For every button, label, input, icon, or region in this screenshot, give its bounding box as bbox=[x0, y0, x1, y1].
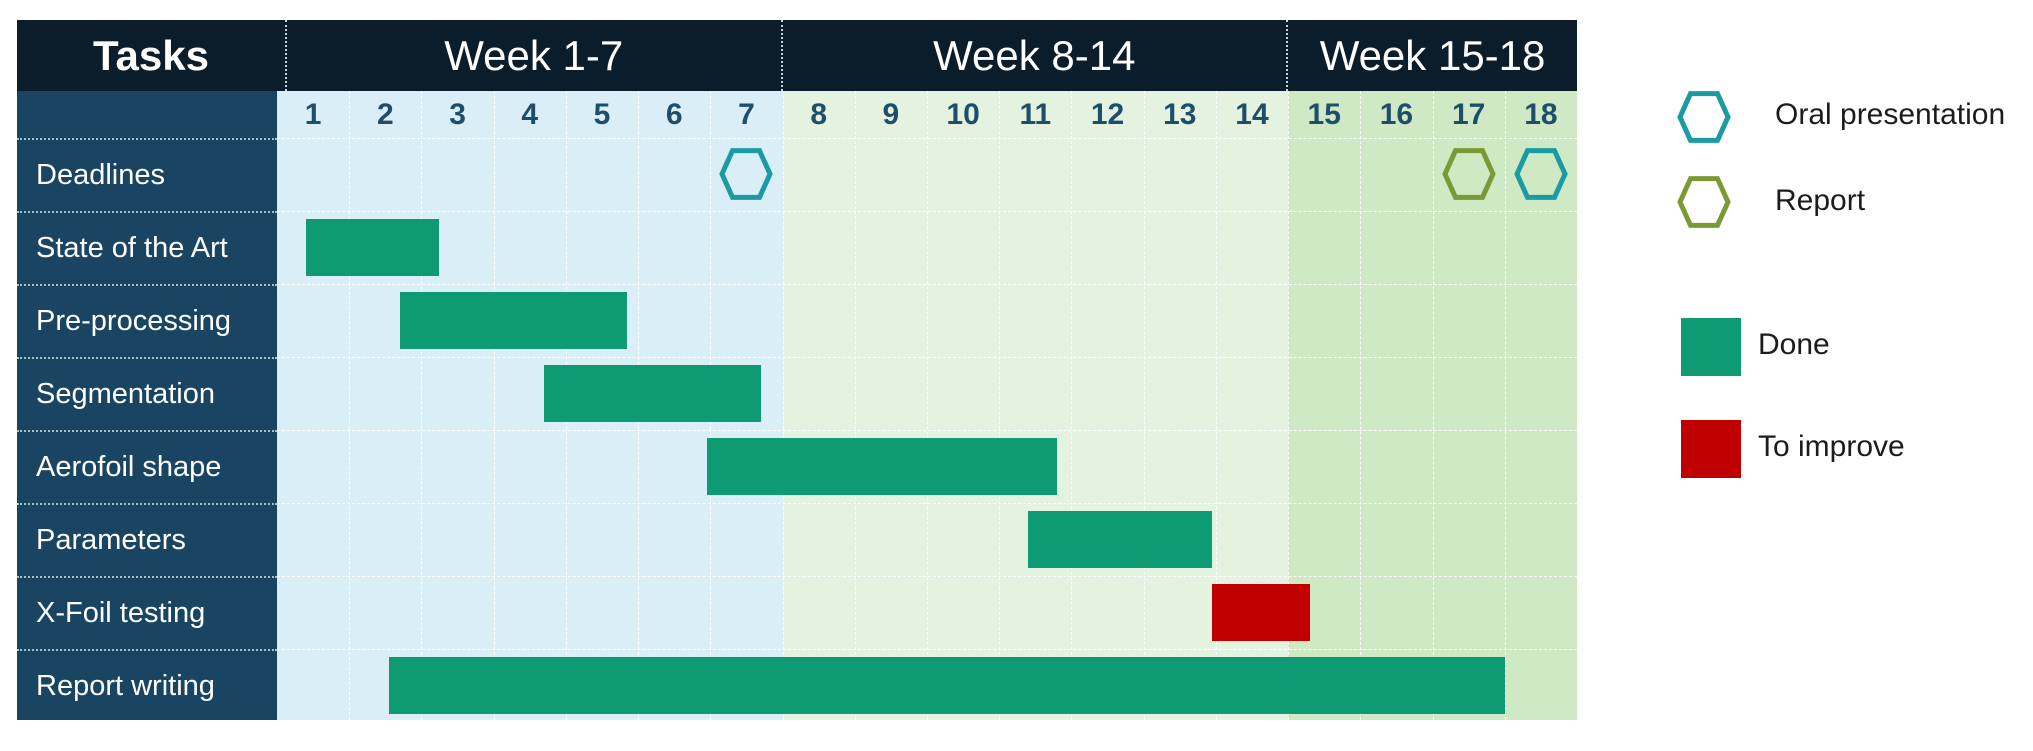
week-number-label: 14 bbox=[1235, 98, 1269, 131]
task-label: Report writing bbox=[17, 649, 277, 722]
week-number-label: 1 bbox=[304, 98, 322, 131]
grid-line-horizontal bbox=[277, 284, 1577, 285]
grid-line-vertical bbox=[854, 91, 856, 720]
task-label: Parameters bbox=[17, 503, 277, 576]
task-bar bbox=[706, 438, 1057, 495]
week-number-label: 2 bbox=[376, 98, 394, 131]
task-label: State of the Art bbox=[17, 211, 277, 284]
deadline-hexagon-icon bbox=[1514, 147, 1568, 200]
grid-line-vertical bbox=[1215, 91, 1217, 720]
week-number-label: 11 bbox=[1019, 98, 1052, 131]
deadline-hexagon-icon bbox=[719, 147, 774, 200]
grid-line-vertical bbox=[493, 91, 495, 720]
week-number-label: 8 bbox=[810, 98, 827, 131]
legend-to-improve-swatch bbox=[1681, 420, 1741, 478]
legend-oral-presentation-label: Oral presentation bbox=[1775, 98, 2006, 131]
grid-line-vertical bbox=[1432, 91, 1434, 720]
grid-line-vertical bbox=[1360, 91, 1362, 720]
week-number-label: 18 bbox=[1524, 98, 1558, 131]
task-label: Segmentation bbox=[17, 357, 277, 430]
week-number-label: 5 bbox=[593, 98, 611, 131]
week-number-label: 15 bbox=[1307, 98, 1341, 131]
week-number-label: 10 bbox=[946, 98, 980, 131]
legend-to-improve-label: To improve bbox=[1758, 430, 1905, 463]
tasks-header: Tasks bbox=[17, 20, 287, 91]
grid-line-vertical bbox=[1504, 91, 1506, 720]
task-bar bbox=[399, 292, 628, 349]
grid-line-horizontal bbox=[277, 138, 1577, 139]
week-number-label: 6 bbox=[665, 98, 683, 131]
task-bar bbox=[1212, 584, 1310, 641]
grid-line-vertical bbox=[421, 91, 423, 720]
grid-line-horizontal bbox=[277, 357, 1577, 358]
legend-report-label: Report bbox=[1775, 184, 1866, 217]
period-header-1: Week 1-7 bbox=[287, 20, 783, 91]
legend-oral-presentation-icon bbox=[1677, 91, 1731, 143]
week-number-label: 16 bbox=[1379, 98, 1414, 131]
grid-line-horizontal bbox=[277, 430, 1577, 431]
week-number-label: 7 bbox=[738, 98, 755, 131]
period-header-3: Week 15-18 bbox=[1288, 20, 1577, 91]
week-number-label: 12 bbox=[1090, 98, 1125, 131]
legend-report-icon bbox=[1677, 176, 1731, 228]
grid-line-horizontal bbox=[277, 649, 1577, 650]
period-header-2: Week 8-14 bbox=[782, 20, 1289, 91]
grid-line-vertical bbox=[782, 91, 784, 720]
grid-line-horizontal bbox=[277, 576, 1577, 577]
week-number-label: 13 bbox=[1163, 98, 1197, 131]
grid-line-vertical bbox=[1288, 91, 1290, 720]
gantt-chart: Tasks Week 1-7 Week 8-14 Week 15-18 Deadli… bbox=[17, 20, 1577, 720]
task-label: Aerofoil shape bbox=[17, 430, 277, 503]
grid-line-vertical bbox=[999, 91, 1001, 720]
week-number-label: 3 bbox=[449, 98, 466, 131]
grid-line-horizontal bbox=[277, 503, 1577, 504]
task-label: Deadlines bbox=[17, 138, 277, 211]
task-label: X-Foil testing bbox=[17, 576, 277, 649]
task-bar bbox=[544, 365, 761, 422]
grid-line-vertical bbox=[1143, 91, 1145, 720]
deadline-hexagon-icon bbox=[1441, 147, 1496, 200]
period-band-2 bbox=[782, 91, 1289, 720]
task-bar bbox=[305, 219, 440, 276]
task-bar bbox=[1028, 511, 1213, 568]
task-bar bbox=[388, 657, 1505, 714]
grid-line-vertical bbox=[349, 91, 351, 720]
grid-line-vertical bbox=[1071, 91, 1073, 720]
grid-line-horizontal bbox=[277, 211, 1577, 212]
week-number-label: 4 bbox=[521, 98, 539, 131]
task-column bbox=[17, 91, 277, 720]
week-number-label: 17 bbox=[1451, 98, 1486, 131]
task-label: Pre-processing bbox=[17, 284, 277, 357]
legend-done-swatch bbox=[1681, 318, 1741, 376]
grid-line-vertical bbox=[927, 91, 928, 720]
week-number-label: 9 bbox=[882, 98, 900, 131]
legend-done-label: Done bbox=[1758, 328, 1830, 361]
